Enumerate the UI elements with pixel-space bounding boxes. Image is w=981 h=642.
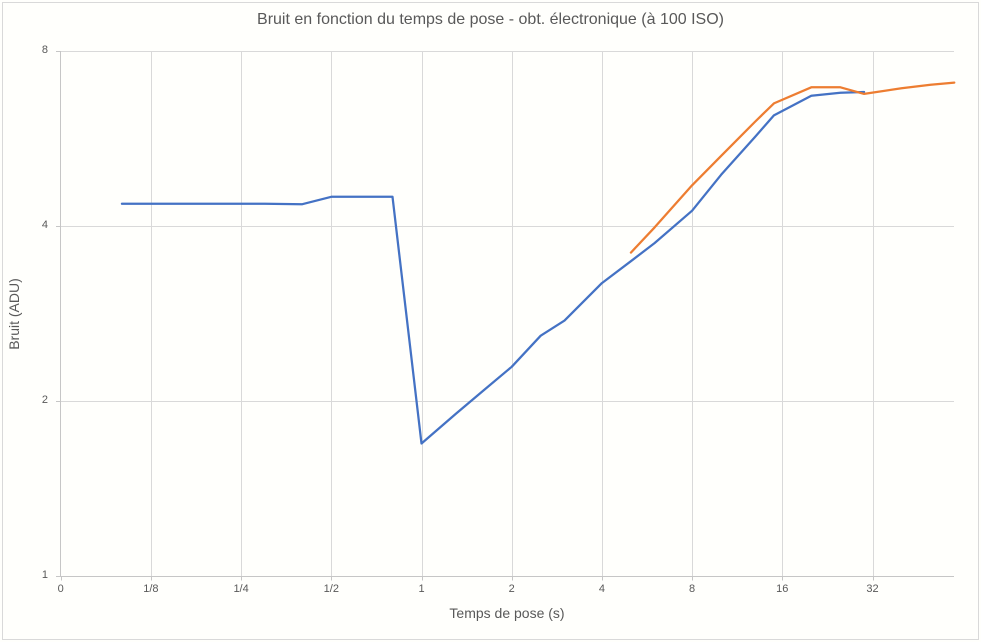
x-axis-title: Temps de pose (s) — [449, 605, 565, 621]
x-tick-label: 16 — [776, 583, 789, 595]
gridlines — [60, 51, 954, 577]
series-lines — [120, 81, 956, 445]
x-tick-label: 1/2 — [323, 583, 339, 595]
x-tick-label: 4 — [598, 583, 605, 595]
axis-lines — [60, 51, 954, 577]
y-tick-label: 2 — [41, 394, 48, 406]
x-tick-label: 32 — [866, 583, 879, 595]
series-line-bruit-obturateur-electronique-blue — [120, 90, 866, 445]
y-tick-label: 8 — [41, 44, 48, 56]
x-tick-label: 8 — [689, 583, 696, 595]
x-tick-label: 1/8 — [143, 583, 159, 595]
x-tick-label: 2 — [508, 583, 515, 595]
x-tick-label: 1 — [418, 583, 425, 595]
y-axis-title: Bruit (ADU) — [6, 278, 22, 350]
chart-title: Bruit en fonction du temps de pose - obt… — [257, 11, 724, 28]
series-line-bruit-orange — [629, 81, 956, 254]
x-tick-label: 1/4 — [233, 583, 249, 595]
y-tick-label: 4 — [41, 219, 48, 231]
tick-marks — [56, 51, 874, 581]
y-tick-label: 1 — [41, 569, 48, 581]
x-tick-label: 0 — [57, 583, 64, 595]
